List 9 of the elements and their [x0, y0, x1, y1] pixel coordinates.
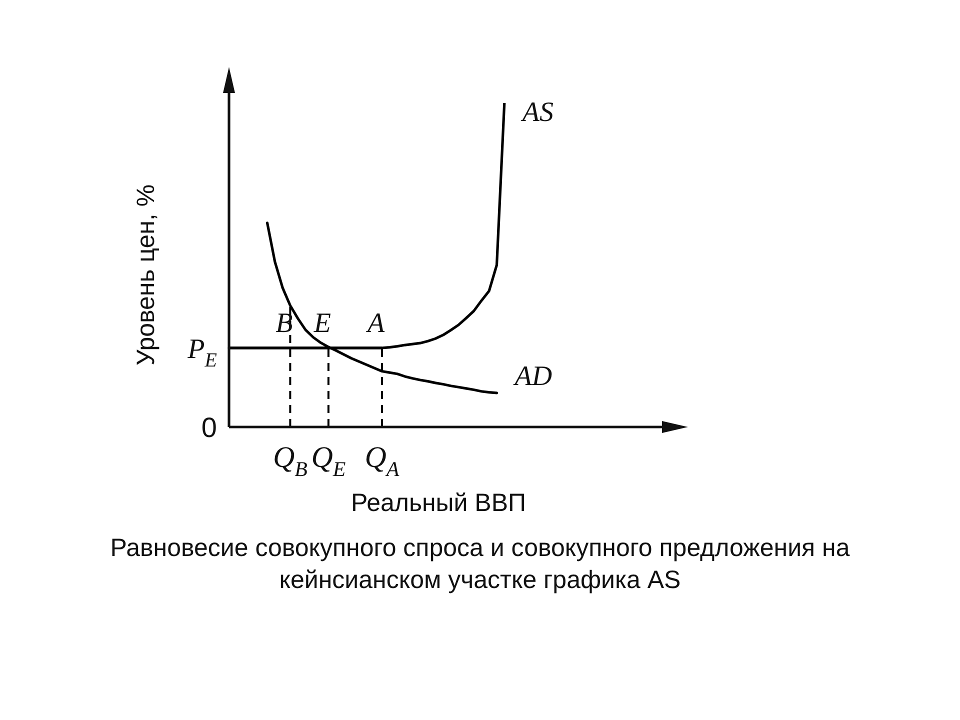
series-label: AS [520, 97, 554, 128]
x-axis-title: Реальный ВВП [351, 489, 526, 517]
annotation: A [365, 308, 386, 339]
y-axis-title: Уровень цен, % [132, 184, 160, 366]
annotation: E [312, 308, 332, 339]
series-label: AD [512, 360, 552, 392]
text: Равновесие совокупного спроса и совокупного предложения на кейнсианском участке графика AS [109, 533, 851, 596]
text: 0 [201, 412, 218, 443]
annotation: B [276, 308, 293, 339]
